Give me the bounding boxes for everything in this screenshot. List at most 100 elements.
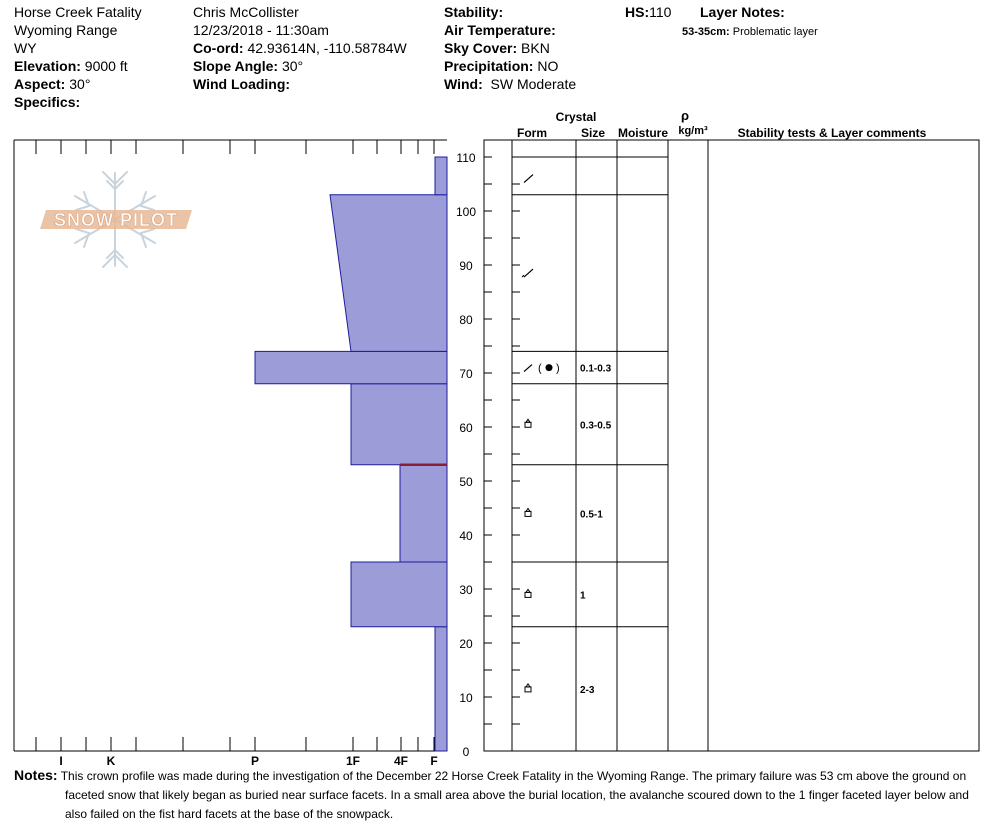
snowpilot-logo: SNOW PILOT (40, 171, 192, 268)
logo-text: SNOW PILOT (54, 210, 178, 230)
hs-value: 110 (649, 4, 672, 20)
elevation-label: Elevation: (14, 58, 81, 74)
depth-axis: 0 10 20 30 40 50 60 70 80 90 100 110 (456, 140, 520, 759)
layer-notes-title: Layer Notes: (700, 3, 785, 21)
observation-datetime: 12/23/2018 - 11:30am (193, 22, 329, 38)
sky-row: Sky Cover: BKN (444, 39, 576, 57)
elevation-row: Elevation: 9000 ft (14, 57, 142, 75)
decomposing-icon (523, 174, 534, 184)
precip-row: Precipitation: NO (444, 57, 576, 75)
mountain-range: Wyoming Range (14, 22, 118, 38)
precip-value: NO (537, 58, 559, 74)
logo-banner (40, 210, 192, 229)
header-crystal: Crystal (556, 110, 597, 124)
hs-row: HS:110 (625, 3, 671, 21)
depth-tick-label: 100 (456, 205, 476, 219)
crystal-size-label: 0.5-1 (580, 509, 603, 520)
hardness-bar (434, 156, 448, 196)
profile-title: Horse Creek Fatality (14, 4, 142, 20)
hardness-tick-label: 4F (394, 754, 408, 768)
air-temp-label: Air Temperature: (444, 22, 556, 38)
depth-tick-label: 90 (459, 259, 473, 273)
layer-note-text: Problematic layer (732, 26, 818, 38)
aspect-label: Aspect: (14, 76, 66, 92)
observer-name: Chris McCollister (193, 4, 299, 20)
stability-row: Stability: (444, 3, 576, 21)
depth-tick-label: 10 (459, 691, 473, 705)
hardness-tick-label: 1F (346, 754, 360, 768)
header-col-1: Horse Creek Fatality Wyoming Range WY El… (14, 3, 142, 111)
hardness-tick-label: F (430, 754, 437, 768)
decomposing-rounded-icon: () (523, 363, 560, 375)
depth-tick-label: 40 (459, 529, 473, 543)
layer-notes-label: Layer Notes: (700, 4, 785, 20)
notes-section: Notes: This crown profile was made durin… (14, 766, 986, 824)
depth-tick-label: 30 (459, 583, 473, 597)
depth-tick-label: 20 (459, 637, 473, 651)
header-density-unit: kg/m³ (678, 125, 708, 137)
wind-loading-row: Wind Loading: (193, 75, 407, 93)
slope-row: Slope Angle: 30° (193, 57, 407, 75)
hardness-plot: I K P 1F 4F F (13, 139, 448, 768)
slope-label: Slope Angle: (193, 58, 279, 74)
facet-icon (524, 588, 532, 598)
svg-text:(: ( (538, 363, 542, 375)
specifics-row: Specifics: (14, 93, 142, 111)
header-stability: Stability tests & Layer comments (738, 126, 927, 140)
air-temp-row: Air Temperature: (444, 21, 576, 39)
depth-tick-label: 50 (459, 475, 473, 489)
elevation-value: 9000 ft (84, 58, 128, 74)
header-col-2: Chris McCollister 12/23/2018 - 11:30am C… (193, 3, 407, 93)
hardness-bar (350, 561, 448, 628)
header-col-3: Stability: Air Temperature: Sky Cover: B… (444, 3, 576, 93)
table-frame (483, 139, 980, 752)
facet-icon (524, 418, 532, 428)
coord-label: Co-ord: (193, 40, 244, 56)
specifics-label: Specifics: (14, 94, 81, 110)
header-size: Size (581, 126, 605, 140)
aspect-row: Aspect: 30° (14, 75, 142, 93)
hardness-bar (434, 626, 448, 752)
crystal-size-label: 2-3 (580, 685, 595, 696)
layer-note: 53-35cm: Problematic layer (682, 23, 818, 41)
header-form: Form (517, 126, 547, 140)
state: WY (14, 40, 37, 56)
coord-row: Co-ord: 42.93614N, -110.58784W (193, 39, 407, 57)
notes-label: Notes: (14, 767, 58, 783)
wind-label: Wind: (444, 76, 483, 92)
hardness-tick-label: I (59, 754, 62, 768)
notes-text: This crown profile was made during the i… (60, 769, 969, 821)
depth-tick-label: 110 (456, 151, 475, 165)
crystal-size-label: 0.1-0.3 (580, 364, 612, 375)
hardness-tick-label: P (251, 754, 259, 768)
wind-loading-label: Wind Loading: (193, 76, 291, 92)
header-moisture: Moisture (618, 126, 668, 140)
svg-text:): ) (556, 363, 560, 375)
hardness-bar (254, 350, 448, 385)
facet-icon (524, 507, 532, 517)
decomposing-icon (521, 268, 534, 278)
wind-row: Wind: SW Moderate (444, 75, 576, 93)
layer-note-range: 53-35cm: (682, 26, 730, 38)
facet-icon (524, 682, 532, 693)
coord-value: 42.93614N, -110.58784W (247, 40, 407, 56)
hs-label: HS: (625, 4, 650, 20)
crystal-size-label: 1 (580, 590, 586, 601)
header-rho: ρ (681, 108, 689, 123)
precip-label: Precipitation: (444, 58, 534, 74)
hardness-bar (399, 464, 448, 563)
depth-tick-label: 0 (463, 745, 470, 759)
crystal-table: () 0.1-0.3 0.3-0.5 0.5-1 1 2-3 (483, 139, 980, 752)
wind-value: SW Moderate (490, 76, 577, 92)
hardness-tick-label: K (107, 754, 116, 768)
depth-tick-label: 60 (459, 421, 473, 435)
aspect-value: 30° (69, 76, 91, 92)
sky-value: BKN (521, 40, 550, 56)
table-headers: Crystal Form Size Moisture ρ kg/m³ Stabi… (517, 108, 927, 140)
hardness-bar (350, 383, 448, 466)
hardness-bar (329, 194, 448, 352)
slope-value: 30° (281, 58, 304, 74)
sky-label: Sky Cover: (444, 40, 518, 56)
depth-tick-label: 80 (459, 313, 473, 327)
crystal-size-label: 0.3-0.5 (580, 420, 612, 431)
